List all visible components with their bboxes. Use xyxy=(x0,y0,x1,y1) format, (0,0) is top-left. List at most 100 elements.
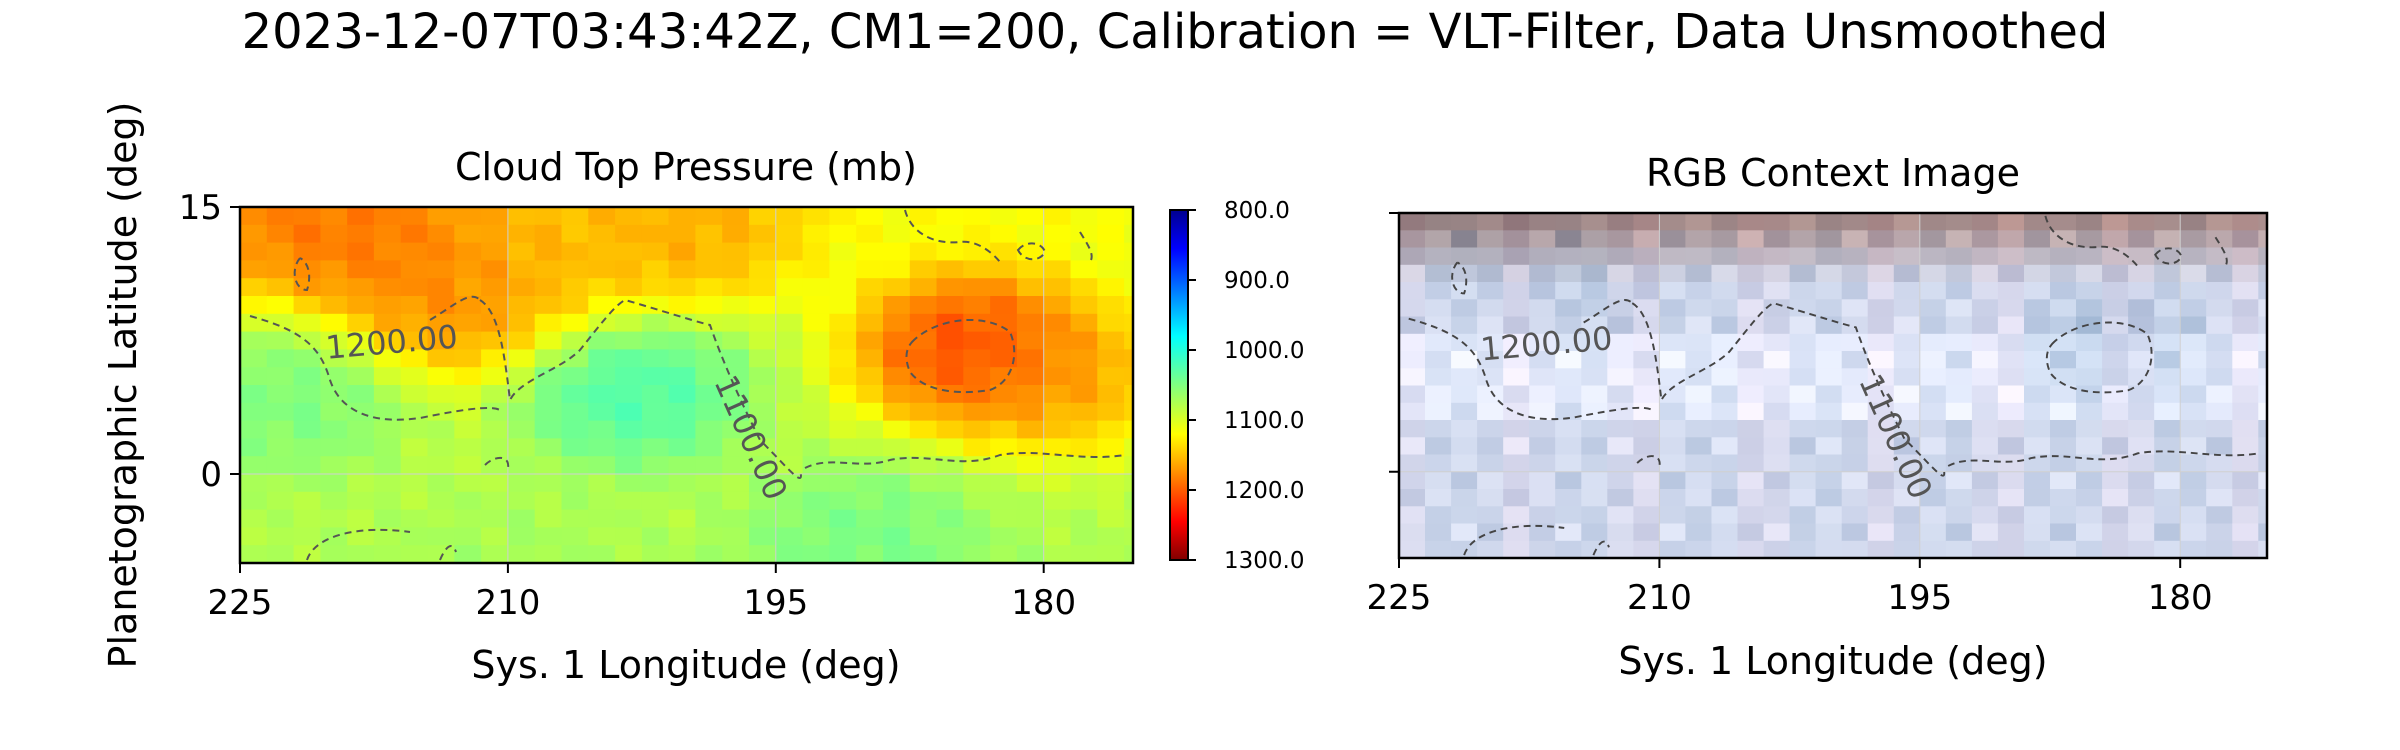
cell xyxy=(829,313,857,333)
cell xyxy=(454,456,482,475)
cell xyxy=(1555,299,1582,318)
cell xyxy=(1451,351,1478,369)
cell xyxy=(1555,489,1582,507)
cell xyxy=(2154,454,2181,473)
cell xyxy=(1399,523,1426,542)
cell xyxy=(990,278,1018,297)
cell xyxy=(534,527,563,546)
cell xyxy=(1555,247,1582,266)
cell xyxy=(856,420,884,439)
cell xyxy=(240,456,268,475)
cell xyxy=(1425,506,1452,525)
cell xyxy=(641,349,670,368)
cell xyxy=(1737,247,1765,266)
cell xyxy=(2232,368,2259,387)
cell xyxy=(695,385,723,404)
cell xyxy=(320,456,348,475)
cell xyxy=(2024,230,2051,249)
cell xyxy=(1016,438,1045,457)
cell xyxy=(2102,264,2129,283)
cell xyxy=(1763,471,1791,490)
cell xyxy=(749,242,777,261)
cell xyxy=(2128,368,2155,387)
cell xyxy=(856,367,884,386)
cell xyxy=(1997,282,2025,300)
cell xyxy=(2258,351,2267,369)
cell xyxy=(588,420,616,439)
cell xyxy=(2128,299,2155,318)
cell xyxy=(615,207,643,226)
cell xyxy=(2102,299,2129,318)
cell xyxy=(1971,454,1999,473)
cell xyxy=(2102,368,2129,387)
cell xyxy=(963,349,991,368)
cell xyxy=(1451,489,1478,507)
cell xyxy=(1477,333,1504,352)
cell xyxy=(240,527,268,546)
contour-ne-1-rgb xyxy=(2044,215,2139,267)
cell xyxy=(1841,333,1869,352)
cell xyxy=(481,491,509,511)
cell xyxy=(1451,540,1478,558)
cell xyxy=(1997,368,2025,387)
cell xyxy=(615,474,643,493)
cell xyxy=(2180,368,2207,387)
cell xyxy=(936,438,964,457)
cell xyxy=(1503,299,1530,318)
cell xyxy=(2024,333,2051,352)
cell xyxy=(1815,523,1843,542)
cell xyxy=(2076,368,2103,387)
cell xyxy=(1016,242,1045,261)
cell xyxy=(1919,351,1947,369)
cell xyxy=(2206,420,2233,438)
cell xyxy=(1711,437,1739,456)
cell xyxy=(1841,402,1869,421)
cell xyxy=(2102,230,2129,249)
cell xyxy=(2180,489,2207,507)
cell xyxy=(373,385,402,404)
contour-south-2 xyxy=(439,545,457,561)
cell xyxy=(320,385,348,404)
cell xyxy=(1503,368,1530,387)
colorbar-tick-label: 800.0 xyxy=(1224,198,1290,224)
cell xyxy=(1867,437,1895,456)
cell xyxy=(802,331,830,350)
cell xyxy=(1919,247,1947,266)
cell xyxy=(427,509,455,528)
cell xyxy=(1477,368,1504,387)
cell xyxy=(2128,489,2155,507)
cell xyxy=(2050,506,2077,525)
cell xyxy=(1711,523,1739,542)
cell xyxy=(454,242,482,261)
cell xyxy=(722,509,750,528)
cell xyxy=(1451,213,1478,231)
cell xyxy=(1659,213,1686,231)
cell xyxy=(2050,247,2077,266)
cell xyxy=(347,242,375,261)
cell xyxy=(400,313,429,333)
cell xyxy=(481,296,509,315)
cell xyxy=(1945,454,1973,473)
cell xyxy=(266,474,295,493)
cell xyxy=(963,260,991,279)
cell xyxy=(2154,420,2181,438)
cell xyxy=(695,527,723,546)
cell xyxy=(775,260,804,279)
cell xyxy=(1815,230,1843,249)
cell xyxy=(2258,454,2267,473)
cell xyxy=(2258,402,2267,421)
cell xyxy=(2024,282,2051,300)
cell xyxy=(990,349,1018,368)
cell xyxy=(2128,385,2155,404)
contour-1200-west-rgb xyxy=(1408,317,1653,421)
cell xyxy=(722,491,750,511)
cell xyxy=(668,420,696,439)
cell xyxy=(2206,402,2233,421)
cell xyxy=(802,313,830,333)
cell xyxy=(1477,230,1504,249)
cell xyxy=(749,474,777,493)
cell xyxy=(829,278,857,297)
cell xyxy=(1124,313,1133,333)
cell xyxy=(1124,242,1133,261)
cell xyxy=(507,509,536,528)
